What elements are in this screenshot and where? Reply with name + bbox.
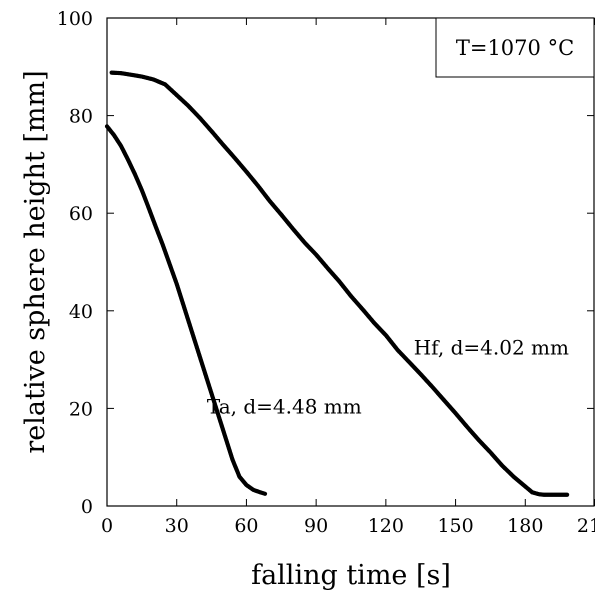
x-tick-label: 210 <box>577 515 595 537</box>
x-tick-label: 30 <box>165 515 189 537</box>
data-point <box>262 491 268 496</box>
series-labels: Ta, d=4.48 mm Hf, d=4.02 mm <box>207 336 569 419</box>
x-axis-label: falling time [s] <box>251 560 451 591</box>
ticks: 0 30 60 90 120 150 180 210 0 20 40 60 80 100 <box>57 8 595 537</box>
annotation-box-frame <box>435 17 595 78</box>
annotation-box: T=1070 °C <box>435 17 595 78</box>
x-tick-label: 120 <box>368 515 404 537</box>
plot-frame <box>106 17 595 507</box>
y-tick-label: 80 <box>69 106 93 128</box>
x-tick-label: 180 <box>507 515 543 537</box>
series-label-1: Ta, d=4.48 mm <box>207 394 362 418</box>
plot-border <box>106 17 595 507</box>
y-tick-label: 0 <box>81 496 93 518</box>
series-1 <box>104 124 268 496</box>
x-tick-label: 150 <box>437 515 473 537</box>
x-tick-label: 0 <box>101 515 113 537</box>
annotation-box-text: T=1070 °C <box>456 36 574 60</box>
data-points <box>104 70 570 497</box>
series-label-2: Hf, d=4.02 mm <box>414 336 569 360</box>
y-tick-label: 60 <box>69 203 93 225</box>
x-tick-label: 90 <box>304 515 328 537</box>
y-tick-label: 40 <box>69 301 93 323</box>
y-tick-label: 20 <box>69 398 93 420</box>
x-tick-label: 60 <box>234 515 258 537</box>
y-tick-label: 100 <box>57 8 93 30</box>
y-axis-label: relative sphere height [mm] <box>20 70 51 453</box>
series-2 <box>109 70 570 497</box>
data-point <box>565 492 570 497</box>
